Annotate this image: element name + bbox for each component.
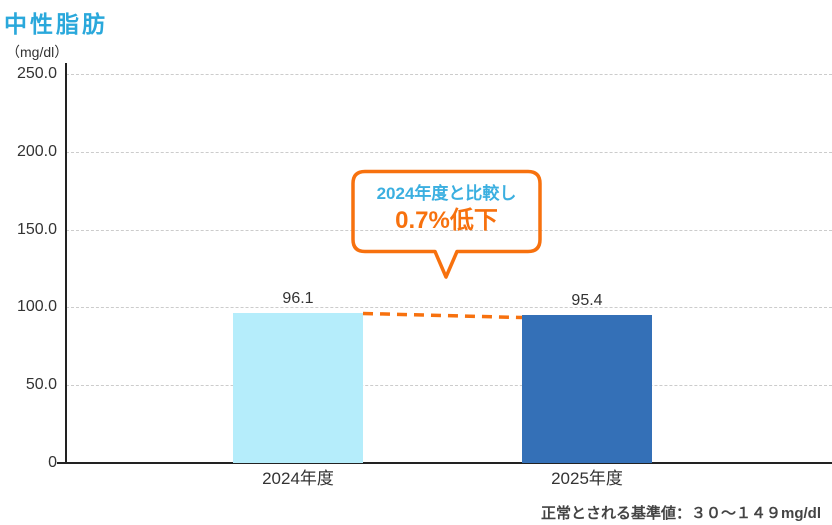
x-tick-label-2024: 2024年度 xyxy=(262,469,334,488)
callout-percent-change-text: 0.7%低下 xyxy=(395,207,498,234)
normal-range-note: 正常とされる基準値：３０〜１４９mg/dl xyxy=(541,505,821,522)
y-axis-line xyxy=(65,63,67,463)
y-tick-label-250: 250.0 xyxy=(16,65,57,82)
trend-connector-dashed-line xyxy=(362,311,523,320)
y-tick-label-100: 100.0 xyxy=(16,298,57,316)
callout-comparison-text: 2024年度と比較し xyxy=(376,184,517,203)
y-tick-label-0: 0 xyxy=(48,454,57,471)
y-tick-label-50: 50.0 xyxy=(25,376,57,394)
value-label-2024: 96.1 xyxy=(282,290,314,308)
value-label-2025: 95.4 xyxy=(571,291,603,309)
gridline-250 xyxy=(66,74,832,75)
x-tick-label-2025: 2025年度 xyxy=(551,469,623,488)
chart-title: 中性脂肪 xyxy=(4,11,108,37)
y-tick-label-150: 150.0 xyxy=(16,220,57,238)
gridline-50 xyxy=(66,385,832,387)
gridline-200 xyxy=(66,151,832,153)
bar-2024 xyxy=(233,313,363,463)
y-tick-label-200: 200.0 xyxy=(16,142,57,160)
y-axis-unit-label: （mg/dl） xyxy=(6,44,69,60)
bar-2025 xyxy=(522,314,652,463)
gridline-100 xyxy=(66,307,832,309)
x-axis-line xyxy=(57,462,832,464)
